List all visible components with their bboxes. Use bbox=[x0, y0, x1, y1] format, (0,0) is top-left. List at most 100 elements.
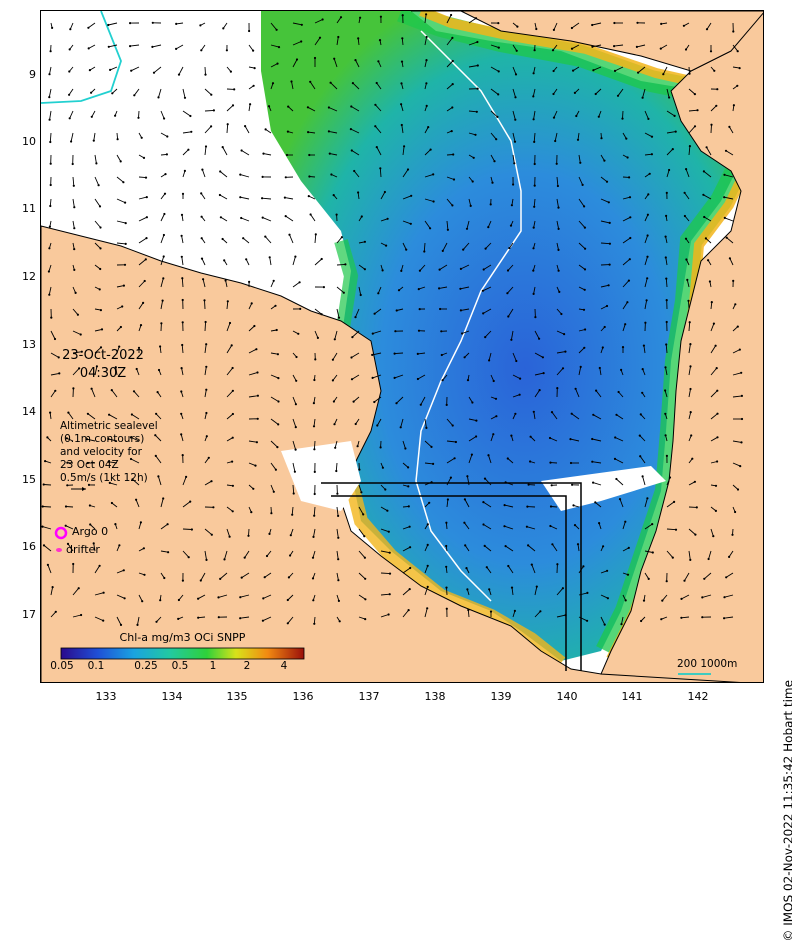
velocity-arrow-head bbox=[562, 587, 564, 589]
velocity-arrow-head bbox=[716, 436, 718, 438]
velocity-arrow-head bbox=[409, 567, 411, 569]
velocity-arrow-head bbox=[262, 217, 264, 219]
velocity-arrow-head bbox=[685, 238, 687, 240]
velocity-arrow-head bbox=[287, 599, 289, 601]
velocity-arrow-head bbox=[142, 302, 144, 304]
velocity-arrow-head bbox=[265, 128, 267, 130]
velocity-arrow-head bbox=[432, 463, 434, 465]
velocity-arrow-head bbox=[50, 163, 52, 165]
velocity-arrow-head bbox=[49, 119, 51, 121]
velocity-arrow-head bbox=[344, 263, 346, 265]
velocity-arrow-head bbox=[314, 493, 316, 495]
velocity-arrow-head bbox=[163, 117, 165, 119]
velocity-arrow-head bbox=[665, 256, 667, 258]
velocity-arrow-head bbox=[201, 237, 203, 239]
velocity-arrow-head bbox=[51, 27, 53, 29]
velocity-arrow-head bbox=[332, 359, 334, 361]
velocity-arrow-head bbox=[218, 616, 220, 618]
velocity-arrow-head bbox=[182, 299, 184, 301]
velocity-arrow-head bbox=[598, 116, 600, 118]
velocity-arrow-head bbox=[716, 413, 718, 415]
velocity-arrow-head bbox=[418, 288, 420, 290]
velocity-arrow-head bbox=[276, 29, 278, 31]
velocity-arrow-head bbox=[143, 574, 145, 576]
velocity-arrow-head bbox=[673, 501, 675, 503]
velocity-arrow-head bbox=[232, 437, 234, 439]
velocity-arrow-head bbox=[87, 27, 89, 29]
velocity-arrow-head bbox=[620, 623, 622, 625]
velocity-arrow-head bbox=[111, 92, 113, 94]
velocity-arrow-head bbox=[48, 247, 50, 249]
velocity-arrow-head bbox=[420, 404, 422, 406]
velocity-arrow-head bbox=[363, 535, 365, 537]
velocity-arrow-head bbox=[355, 423, 357, 425]
velocity-arrow-head bbox=[133, 390, 135, 392]
velocity-arrow-head bbox=[277, 377, 279, 379]
velocity-arrow-head bbox=[337, 558, 339, 560]
velocity-arrow-head bbox=[622, 346, 624, 348]
velocity-arrow-head bbox=[336, 493, 338, 495]
velocity-arrow-head bbox=[519, 394, 521, 396]
velocity-arrow-head bbox=[264, 236, 266, 238]
velocity-arrow-head bbox=[723, 596, 725, 598]
velocity-arrow-head bbox=[242, 237, 244, 239]
velocity-arrow-head bbox=[715, 345, 717, 347]
velocity-arrow-head bbox=[184, 170, 186, 172]
velocity-arrow-head bbox=[337, 36, 339, 38]
velocity-arrow-head bbox=[49, 205, 51, 207]
velocity-legend: Altimetric sealevel (0.1m contours) and … bbox=[60, 420, 200, 485]
velocity-arrow-head bbox=[277, 353, 279, 355]
velocity-arrow-head bbox=[351, 336, 353, 338]
velocity-arrow-head bbox=[177, 618, 179, 620]
velocity-arrow-head bbox=[73, 185, 75, 187]
velocity-arrow-head bbox=[728, 126, 730, 128]
velocity-arrow-head bbox=[257, 418, 259, 420]
velocity-arrow-head bbox=[313, 402, 315, 404]
velocity-arrow-head bbox=[514, 96, 516, 98]
argo-label: Argo 0 bbox=[72, 525, 108, 538]
velocity-arrow-head bbox=[140, 324, 142, 326]
velocity-arrow-head bbox=[445, 545, 447, 547]
velocity-arrow-head bbox=[48, 96, 50, 98]
velocity-arrow-head bbox=[419, 270, 421, 272]
velocity-arrow-head bbox=[199, 24, 201, 26]
velocity-arrow-head bbox=[252, 50, 254, 52]
velocity-arrow-head bbox=[459, 288, 461, 290]
velocity-arrow-head bbox=[380, 446, 382, 448]
velocity-arrow-head bbox=[542, 356, 544, 358]
velocity-arrow-head bbox=[440, 330, 442, 332]
velocity-arrow-head bbox=[647, 214, 649, 216]
velocity-arrow-head bbox=[273, 491, 275, 493]
velocity-arrow-head bbox=[384, 191, 386, 193]
velocity-arrow-head bbox=[594, 501, 596, 503]
velocity-arrow-head bbox=[407, 168, 409, 170]
velocity-arrow-head bbox=[360, 491, 362, 493]
velocity-arrow-head bbox=[571, 413, 573, 415]
velocity-arrow-head bbox=[103, 592, 105, 594]
velocity-arrow-head bbox=[613, 45, 615, 47]
velocity-arrow-head bbox=[205, 145, 207, 147]
y-tick: 13 bbox=[6, 338, 36, 351]
velocity-arrow-head bbox=[239, 596, 241, 598]
velocity-arrow-head bbox=[732, 280, 734, 282]
velocity-arrow-head bbox=[118, 544, 120, 546]
velocity-arrow-head bbox=[300, 40, 302, 42]
velocity-arrow-head bbox=[50, 184, 52, 186]
velocity-arrow-head bbox=[475, 435, 477, 437]
velocity-arrow-head bbox=[297, 333, 299, 335]
velocity-arrow-head bbox=[592, 414, 594, 416]
velocity-arrow-head bbox=[549, 437, 551, 439]
velocity-arrow-head bbox=[649, 173, 651, 175]
velocity-arrow-head bbox=[372, 333, 374, 335]
velocity-arrow-head bbox=[532, 270, 534, 272]
velocity-arrow-head bbox=[647, 118, 649, 120]
x-tick: 133 bbox=[91, 690, 121, 703]
velocity-arrow-head bbox=[364, 268, 366, 270]
velocity-arrow-head bbox=[646, 256, 648, 258]
velocity-arrow-head bbox=[694, 481, 696, 483]
velocity-arrow-head bbox=[639, 435, 641, 437]
velocity-arrow-head bbox=[464, 356, 466, 358]
velocity-arrow-head bbox=[715, 105, 717, 107]
legend-line: (0.1m contours) bbox=[60, 433, 200, 446]
velocity-arrow-head bbox=[486, 566, 488, 568]
